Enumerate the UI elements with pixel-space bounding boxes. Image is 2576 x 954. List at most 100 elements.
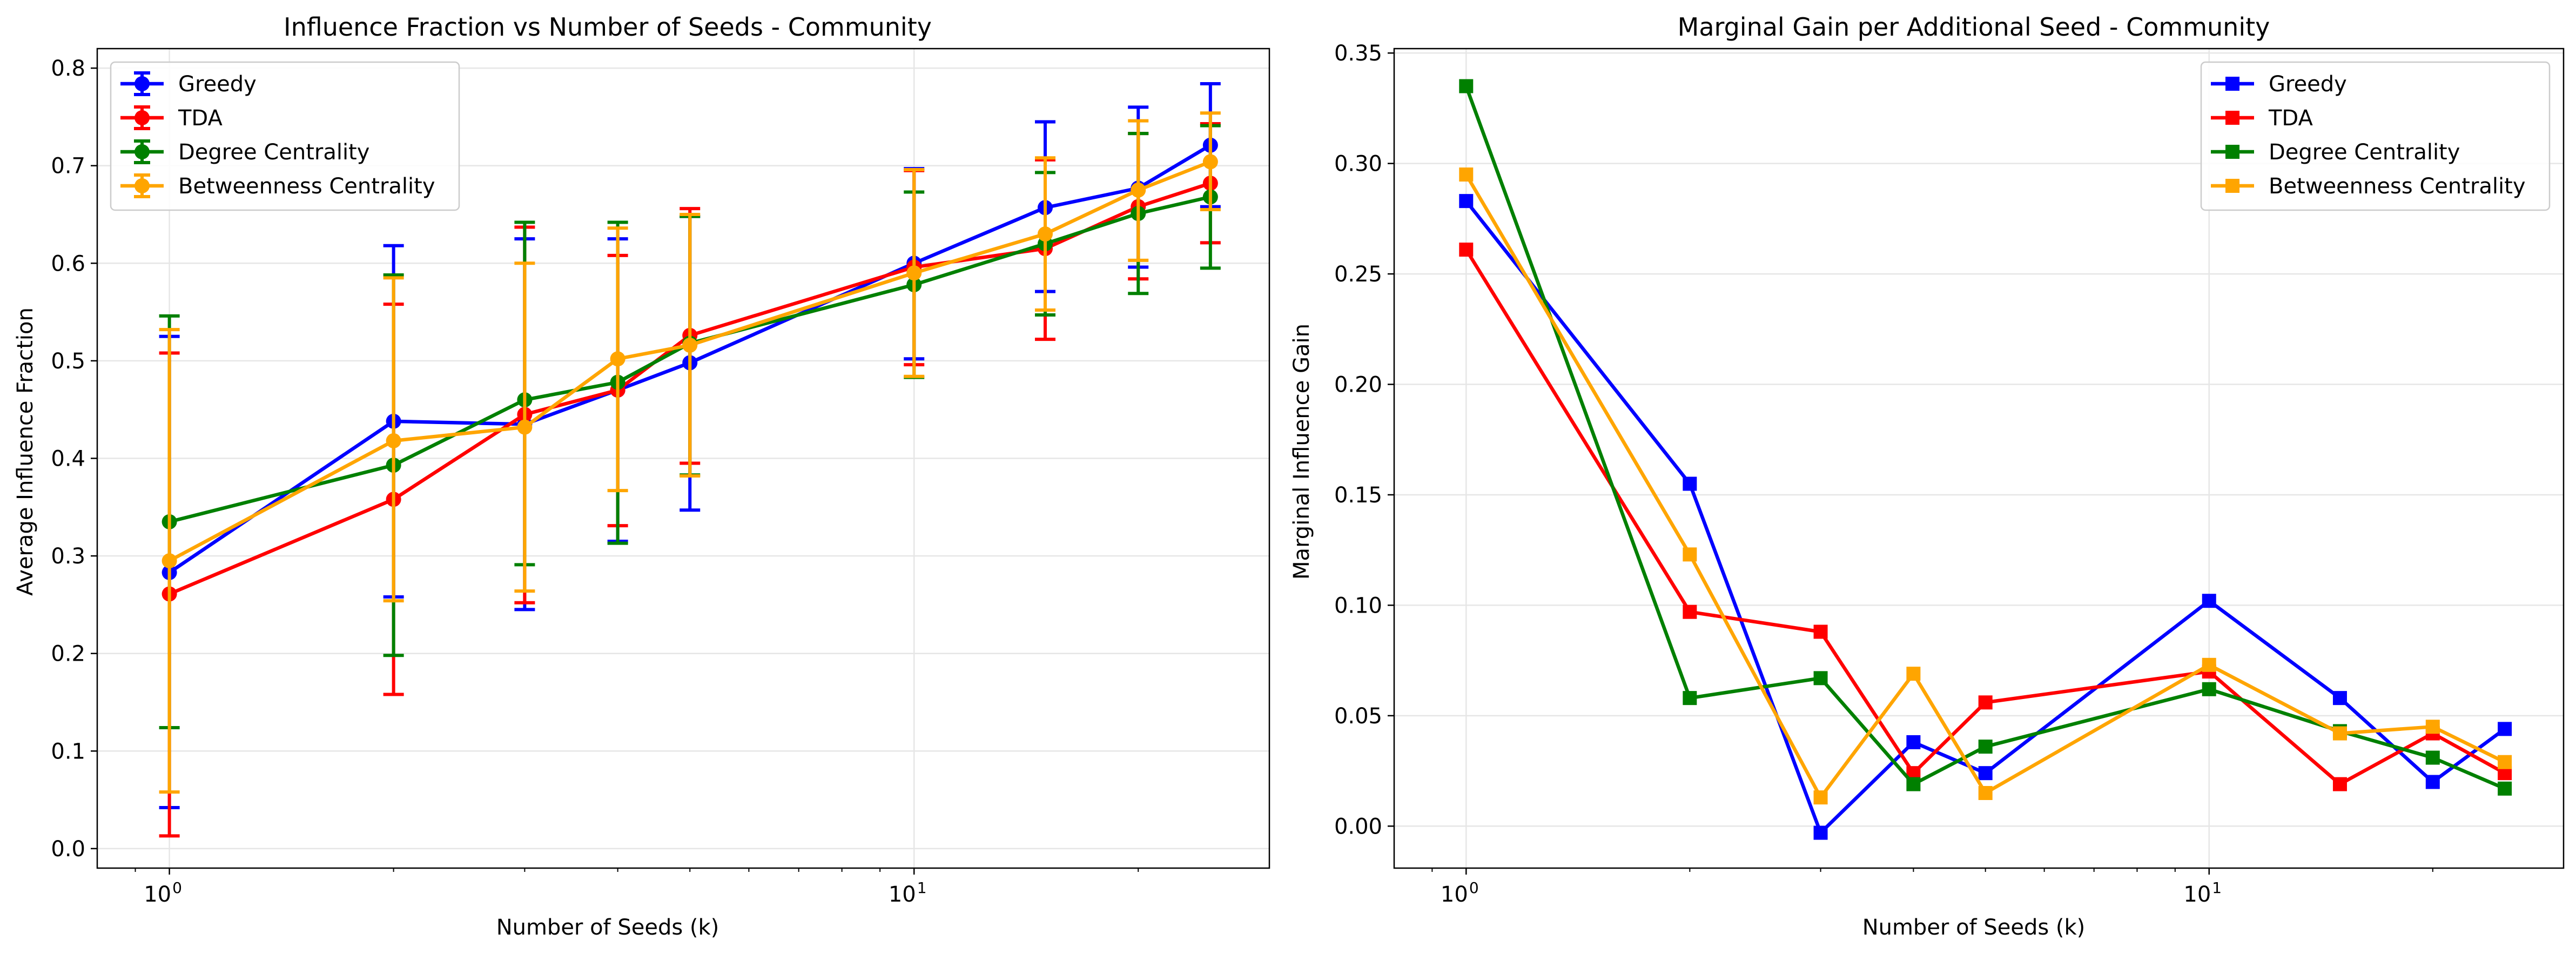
data-point bbox=[1459, 243, 1474, 257]
legend-item: Betweenness Centrality bbox=[120, 173, 435, 199]
x-tick-label: 101 bbox=[889, 879, 927, 907]
legend-marker bbox=[2225, 111, 2239, 125]
data-point bbox=[1683, 476, 1697, 491]
legend-label: TDA bbox=[2268, 106, 2313, 131]
legend-item: Degree Centrality bbox=[2211, 140, 2460, 165]
data-point bbox=[1202, 154, 1218, 170]
grid bbox=[1394, 49, 2564, 868]
y-tick-label: 0.4 bbox=[51, 447, 85, 472]
data-point bbox=[1131, 182, 1146, 198]
plot-area-frame bbox=[1393, 48, 2565, 869]
y-tick-label: 0.1 bbox=[51, 739, 85, 764]
legend-marker bbox=[134, 178, 150, 193]
legend-label: Greedy bbox=[178, 72, 257, 97]
data-point bbox=[2498, 722, 2512, 736]
data-point bbox=[1037, 226, 1053, 242]
data-point bbox=[906, 265, 922, 281]
x-tick-label: 101 bbox=[2183, 879, 2222, 907]
legend-item: Degree Centrality bbox=[120, 139, 369, 165]
legend: Greedy TDA Degree Centrality Betweenness Ce… bbox=[110, 61, 460, 211]
data-point bbox=[1978, 766, 1993, 781]
legend-marker bbox=[2225, 179, 2239, 193]
data-point bbox=[2332, 726, 2347, 741]
data-point bbox=[2425, 750, 2440, 765]
data-point bbox=[1813, 624, 1828, 639]
data-point bbox=[162, 553, 177, 569]
y-tick-label: 0.3 bbox=[51, 544, 85, 569]
chart-title: Influence Fraction vs Number of Seeds - … bbox=[284, 12, 932, 42]
data-point bbox=[1978, 740, 1993, 754]
y-tick-label: 0.15 bbox=[1334, 483, 1382, 508]
chart-marginal-gain: Marginal Gain per Additional Seed - Comm… bbox=[1289, 12, 2565, 940]
data-point bbox=[1683, 691, 1697, 706]
y-tick-label: 0.5 bbox=[51, 349, 85, 374]
series-betweenness-centrality bbox=[1459, 167, 2512, 805]
legend-label: Betweenness Centrality bbox=[2269, 174, 2526, 199]
y-tick-label: 0.0 bbox=[51, 837, 85, 862]
data-point bbox=[1906, 777, 1921, 791]
y-tick-label: 0.20 bbox=[1334, 373, 1382, 398]
y-tick-label: 0.10 bbox=[1334, 593, 1382, 618]
data-point bbox=[386, 433, 401, 448]
plot-area-frame bbox=[96, 48, 1270, 869]
legend-label: Betweenness Centrality bbox=[178, 174, 435, 199]
legend-marker bbox=[2225, 145, 2239, 159]
data-point bbox=[2332, 777, 2347, 791]
y-tick-label: 0.35 bbox=[1334, 41, 1382, 66]
y-axis-label: Average Influence Fraction bbox=[13, 307, 38, 596]
legend-marker bbox=[134, 76, 150, 91]
data-point bbox=[1683, 547, 1697, 562]
series-greedy bbox=[1459, 194, 2512, 840]
x-axis-label: Number of Seeds (k) bbox=[496, 915, 719, 940]
y-tick-label: 0.8 bbox=[51, 56, 85, 81]
data-point bbox=[1459, 194, 1474, 209]
data-point bbox=[1813, 825, 1828, 840]
legend-label: Degree Centrality bbox=[2269, 140, 2460, 165]
data-point bbox=[1906, 667, 1921, 681]
legend-item: Greedy bbox=[120, 71, 257, 97]
data-point bbox=[517, 419, 533, 435]
y-tick-label: 0.05 bbox=[1334, 704, 1382, 729]
y-tick-label: 0.2 bbox=[51, 642, 85, 667]
legend-marker bbox=[134, 144, 150, 159]
axis-ticks: 0.0 0.1 0.2 0.3 0.4 0.5 0.6 0.7 0.8 100 101 bbox=[51, 56, 1139, 907]
data-point bbox=[1459, 79, 1474, 93]
chart-title: Marginal Gain per Additional Seed - Comm… bbox=[1678, 12, 2270, 42]
legend-item: Greedy bbox=[2211, 72, 2347, 97]
data-point bbox=[1978, 695, 1993, 710]
legend-item: TDA bbox=[2211, 106, 2313, 131]
data-point bbox=[610, 351, 625, 367]
data-point bbox=[2425, 775, 2440, 789]
legend-label: Degree Centrality bbox=[178, 140, 369, 165]
data-point bbox=[2498, 781, 2512, 796]
y-tick-label: 0.7 bbox=[51, 154, 85, 179]
series-betweenness-centrality bbox=[159, 111, 1221, 794]
data-point bbox=[2202, 594, 2216, 608]
data-point bbox=[1978, 785, 1993, 800]
data-point bbox=[682, 338, 698, 353]
y-tick-label: 0.25 bbox=[1334, 262, 1382, 287]
data-point bbox=[1683, 604, 1697, 619]
data-point bbox=[2202, 657, 2216, 672]
y-tick-label: 0.30 bbox=[1334, 152, 1382, 177]
y-axis-label: Marginal Influence Gain bbox=[1289, 324, 1314, 580]
x-axis-label: Number of Seeds (k) bbox=[1862, 915, 2086, 940]
data-point bbox=[1459, 167, 1474, 182]
data-point bbox=[2332, 691, 2347, 706]
data-point bbox=[1813, 790, 1828, 805]
legend-label: Greedy bbox=[2269, 72, 2347, 97]
data-point bbox=[2425, 720, 2440, 734]
legend-marker bbox=[134, 110, 150, 125]
y-tick-label: 0.6 bbox=[51, 251, 85, 276]
data-point bbox=[1813, 671, 1828, 686]
data-point bbox=[1906, 735, 1921, 749]
legend-item: Betweenness Centrality bbox=[2211, 174, 2526, 199]
legend-marker bbox=[2225, 77, 2239, 91]
data-point bbox=[2202, 682, 2216, 696]
data-point bbox=[2498, 755, 2512, 769]
legend-label: TDA bbox=[178, 106, 223, 131]
y-tick-label: 0.00 bbox=[1334, 814, 1382, 839]
x-tick-label: 100 bbox=[1441, 879, 1479, 907]
x-tick-label: 100 bbox=[144, 879, 182, 907]
